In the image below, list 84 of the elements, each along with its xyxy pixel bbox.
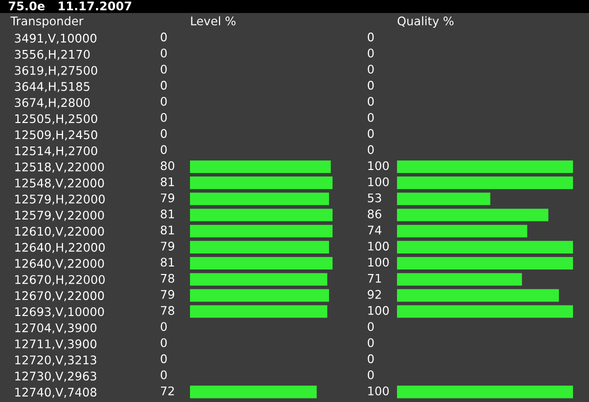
bar <box>397 208 548 222</box>
y-tick-label: 12693,V,10000 <box>15 307 104 318</box>
data-label: 0 <box>160 96 167 106</box>
bar <box>397 176 573 190</box>
y-tick-label: 3491,V,10000 <box>14 34 96 44</box>
data-label: 0 <box>160 322 167 332</box>
text: 75.0e 11.17.2007 <box>8 1 132 10</box>
y-tick-label: 12640,H,22000 <box>15 242 105 254</box>
data-label: 74 <box>368 226 382 234</box>
data-label: 53 <box>368 193 382 202</box>
data-label: 0 <box>368 129 374 138</box>
bar <box>397 160 573 174</box>
y-tick-label: 12740,V,7408 <box>15 388 96 398</box>
bar <box>397 386 573 398</box>
data-label: 100 <box>368 258 389 267</box>
data-label: 0 <box>160 80 167 90</box>
y-tick-label: 12640,V,22000 <box>15 258 104 270</box>
data-label: 0 <box>368 338 374 348</box>
y-tick-label: 12711,V,3900 <box>15 339 96 350</box>
data-label: 0 <box>160 354 167 364</box>
data-label: 0 <box>160 129 167 138</box>
y-tick-label: 12720,V,3213 <box>15 356 96 366</box>
y-tick-label: 12670,H,22000 <box>15 275 105 286</box>
bar <box>397 240 573 254</box>
bar <box>397 224 528 238</box>
data-label: 81 <box>160 226 174 235</box>
bar <box>397 289 559 302</box>
chart-title: Quality % <box>398 16 454 28</box>
data-label: 0 <box>160 32 167 42</box>
data-label: 79 <box>160 242 174 251</box>
data-label: 79 <box>160 193 174 202</box>
data-label: 78 <box>160 274 174 283</box>
data-label: 0 <box>368 96 374 106</box>
data-label: 81 <box>160 258 174 267</box>
data-label: 100 <box>368 242 389 251</box>
y-tick-label: 12548,V,22000 <box>15 178 104 189</box>
data-label: 0 <box>160 112 167 122</box>
data-label: 80 <box>160 161 174 170</box>
bar <box>397 192 490 206</box>
data-label: 0 <box>160 145 167 154</box>
data-label: 0 <box>160 64 167 74</box>
data-label: 71 <box>368 274 381 283</box>
bar <box>397 305 573 318</box>
data-label: 79 <box>160 290 174 299</box>
data-label: 0 <box>160 48 167 58</box>
data-label: 0 <box>160 370 167 380</box>
data-label: 92 <box>368 290 381 299</box>
y-tick-label: 12509,H,2450 <box>15 130 98 140</box>
y-tick-label: 12730,V,2963 <box>15 372 96 382</box>
y-tick-label: 12579,H,22000 <box>15 194 105 205</box>
y-tick-label: 12514,H,2700 <box>15 146 98 157</box>
y-tick-label: 12518,V,22000 <box>15 162 104 173</box>
y-tick-label: 3619,H,27500 <box>14 66 98 76</box>
bar <box>397 273 522 286</box>
data-label: 0 <box>368 48 374 58</box>
data-label: 100 <box>368 177 389 186</box>
chart-title: Level % <box>191 16 236 26</box>
data-label: 100 <box>368 161 389 170</box>
data-label: 0 <box>368 32 374 42</box>
data-label: 100 <box>368 386 389 396</box>
y-tick-label: 3644,H,5185 <box>14 82 90 92</box>
y-tick-label: 12610,V,22000 <box>15 226 104 237</box>
y-tick-label: 3674,H,2800 <box>14 98 90 108</box>
data-label: 0 <box>368 354 374 364</box>
data-label: 0 <box>368 112 374 122</box>
data-label: 81 <box>160 177 174 186</box>
y-tick-label: 12579,V,22000 <box>15 210 104 221</box>
y-axis-title: Transponder <box>10 16 84 28</box>
data-label: 81 <box>160 209 174 218</box>
data-label: 78 <box>160 306 174 315</box>
data-label: 0 <box>368 80 374 90</box>
data-label: 0 <box>368 145 374 154</box>
data-label: 0 <box>368 64 374 74</box>
data-label: 0 <box>368 322 374 332</box>
data-label: 0 <box>160 338 167 348</box>
y-tick-label: 3556,H,2170 <box>14 50 90 60</box>
data-label: 0 <box>368 370 374 380</box>
y-tick-label: 12505,H,2500 <box>15 114 98 124</box>
y-tick-label: 12670,V,22000 <box>15 291 104 302</box>
data-label: 100 <box>368 306 389 315</box>
data-label: 72 <box>160 386 174 396</box>
y-tick-label: 12704,V,3900 <box>15 323 96 334</box>
bar <box>397 256 573 270</box>
data-label: 86 <box>368 209 382 218</box>
